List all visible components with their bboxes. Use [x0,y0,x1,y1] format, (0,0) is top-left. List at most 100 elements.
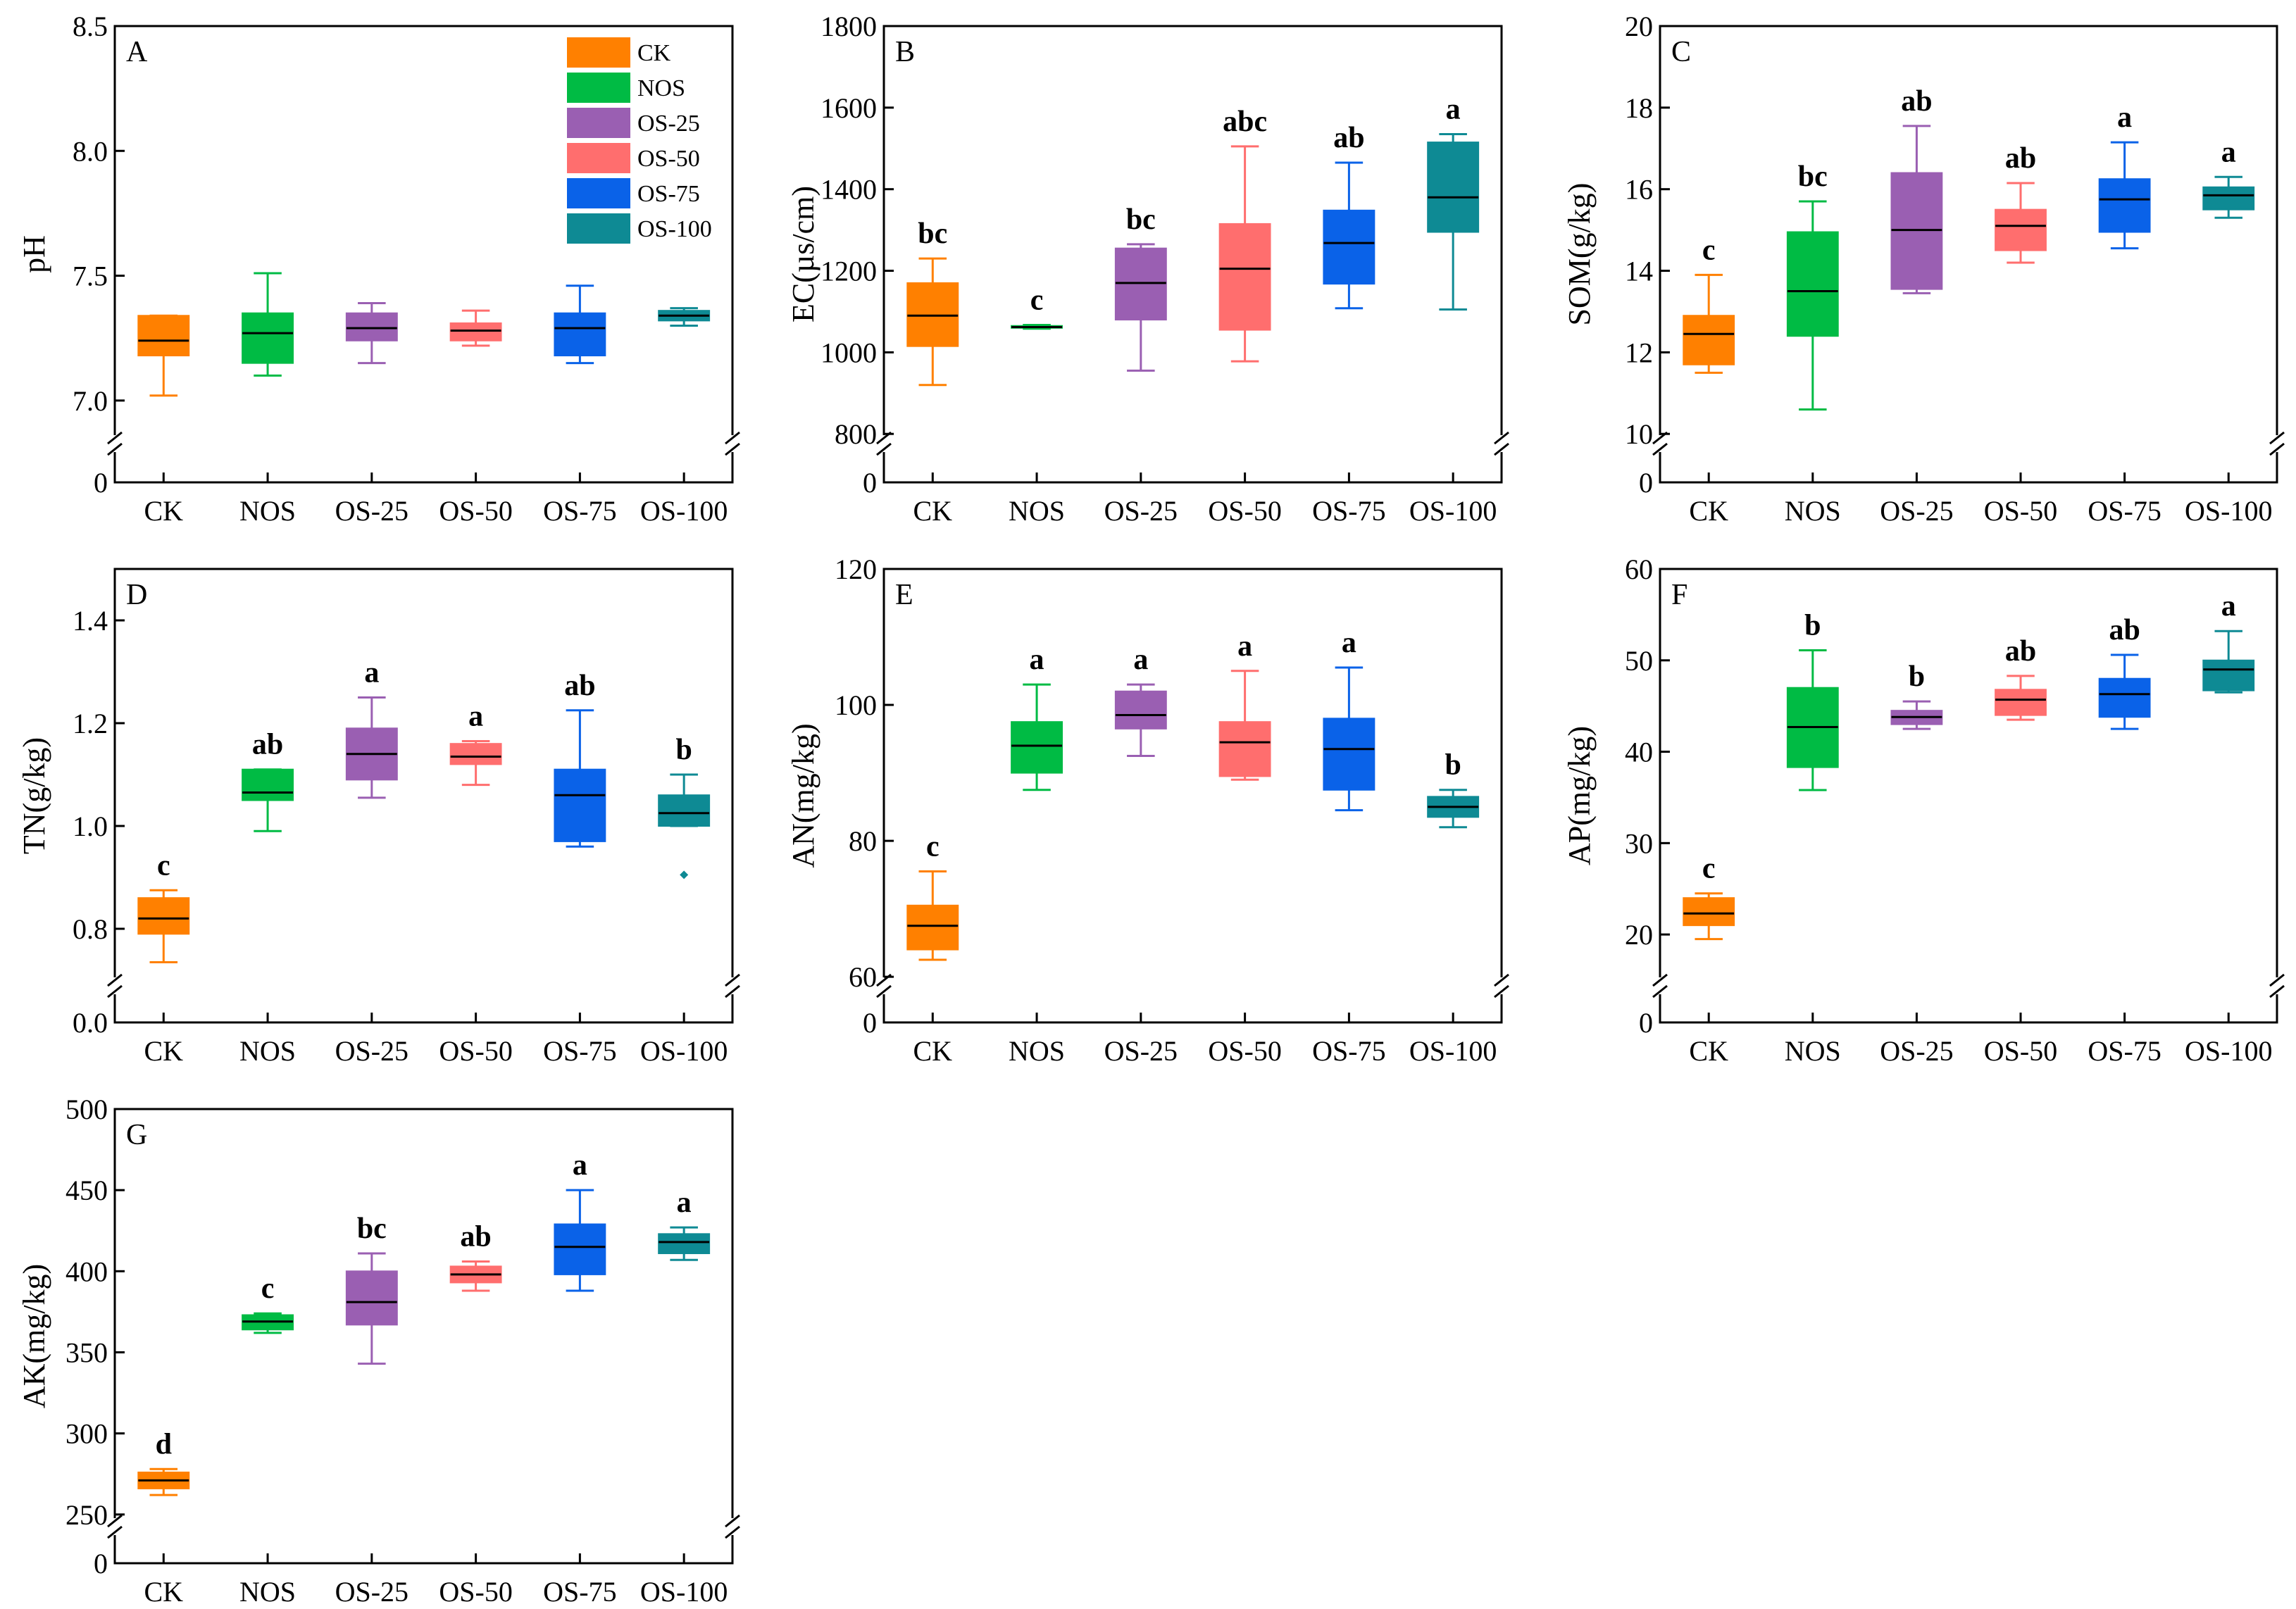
box-iqr [242,312,294,364]
box-OS-75: a [1323,627,1375,812]
significance-letter: ab [564,670,595,702]
box-iqr [2098,178,2151,233]
x-tick-label: CK [913,495,952,527]
box-iqr [658,1233,711,1254]
x-tick-label: OS-100 [1409,1035,1497,1067]
box-iqr [137,897,190,935]
outlier-point [680,870,689,879]
axis-break-mark [2269,984,2285,998]
panel-letter: G [126,1119,147,1151]
box-iqr [1786,231,1839,337]
box-iqr [1427,142,1480,233]
y-tick-label: 12 [1625,337,1653,368]
box-iqr [2202,659,2255,691]
x-tick-label: OS-50 [1208,495,1281,527]
y-tick-label: 1.2 [73,708,108,739]
significance-letter: ab [252,729,283,761]
box-iqr [242,768,294,801]
panel-G: 250 300 350 400 450 500 0 AK(mg/kg) G CK NOS OS-25 O… [17,1094,742,1608]
x-tick-label: NOS [1785,495,1841,527]
box-NOS [242,272,294,377]
axis-break-mark [1494,973,1509,987]
x-tick-label: OS-25 [335,1576,408,1608]
box-iqr [1114,690,1167,730]
y-tick-label-base: 0 [1639,1007,1653,1039]
axis-break-mark [1494,442,1509,456]
significance-letter: c [261,1272,275,1305]
legend-swatch [567,37,630,68]
x-tick-label: OS-100 [640,1576,728,1608]
significance-letter: ab [2109,614,2140,646]
x-tick-label: OS-75 [2088,1035,2161,1067]
panel-A: 7.0 7.5 8.0 8.5 0 pH A CK NOS OS-25 OS-50 OS-75 OS-1… [17,11,742,527]
legend-label: OS-50 [637,146,700,172]
x-tick-label: CK [1689,1035,1728,1067]
box-OS-25: ab [1890,85,1943,294]
box-NOS: c [242,1272,294,1334]
significance-letter: bc [918,218,947,250]
legend-swatch [567,108,630,138]
box-NOS: ab [242,729,294,832]
panel-letter: B [895,36,915,68]
x-tick-label: OS-25 [1880,495,1953,527]
box-OS-75: ab [554,670,606,848]
plot-frame [1659,25,2278,484]
axis-break-mark [1494,984,1509,998]
box-OS-50: a [449,701,502,787]
box-OS-25: a [1114,644,1167,757]
significance-letter: a [2221,136,2236,168]
y-tick-label: 30 [1625,827,1653,859]
x-tick-label: NOS [239,495,296,527]
y-axis-label: AP(mg/kg) [1562,726,1597,865]
box-iqr [554,1223,606,1275]
significance-letter: c [1030,284,1044,317]
significance-letter: ab [1333,122,1364,154]
box-CK: d [137,1428,190,1496]
y-tick-label: 40 [1625,737,1653,768]
legend-label: OS-25 [637,111,700,137]
y-tick-label: 1.0 [73,810,108,842]
box-OS-75: a [554,1149,606,1292]
significance-letter: a [468,701,483,733]
axis-break-mark [725,1525,740,1539]
significance-letter: a [1446,93,1461,125]
box-OS-25: bc [345,1213,398,1365]
significance-letter: ab [2005,142,2036,175]
x-tick-label: NOS [1009,1035,1065,1067]
box-CK: c [1683,853,1735,941]
box-OS-50: a [1218,630,1271,781]
y-tick-label: 500 [65,1094,108,1125]
y-axis-label: EC(µs/cm) [786,186,821,323]
y-axis-label: SOM(g/kg) [1562,183,1597,326]
x-tick-label: OS-75 [1312,495,1385,527]
y-tick-label: 300 [65,1418,108,1450]
legend-swatch [567,178,630,208]
axis-break-mark [107,1514,123,1528]
axis-break-mark [725,442,740,456]
box-OS-100: a [2202,136,2255,219]
x-tick-label: CK [144,1035,183,1067]
significance-letter: a [677,1187,692,1219]
panel-F: 20 30 40 50 60 0 AP(mg/kg) F CK NOS OS-25 OS-50 OS-7… [1562,553,2287,1067]
significance-letter: abc [1223,106,1267,138]
significance-letter: bc [357,1213,387,1245]
x-tick-label: OS-50 [439,1035,512,1067]
panel-D: 0.8 1.0 1.2 1.4 0.0 TN(g/kg) D CK NOS OS-25 OS-50 O… [17,568,742,1067]
axis-break-mark [107,442,123,456]
y-tick-label: 7.5 [73,261,108,292]
box-iqr [554,312,606,356]
y-axis-label: AK(mg/kg) [17,1264,51,1408]
legend-label: OS-100 [637,216,712,242]
x-tick-label: OS-75 [1312,1035,1385,1067]
box-CK: c [137,849,190,963]
box-OS-100: b [658,734,711,879]
x-tick-label: OS-75 [543,1035,616,1067]
y-tick-label-base: 0 [863,1007,877,1039]
axis-break-mark [107,984,123,998]
axis-break-mark [876,442,892,456]
significance-letter: ab [460,1220,491,1253]
legend-swatch [567,213,630,244]
panel-C: 10 12 14 16 18 20 0 SOM(g/kg) C CK NOS OS-25 OS-50 OS… [1562,11,2287,527]
significance-letter: d [156,1428,172,1460]
